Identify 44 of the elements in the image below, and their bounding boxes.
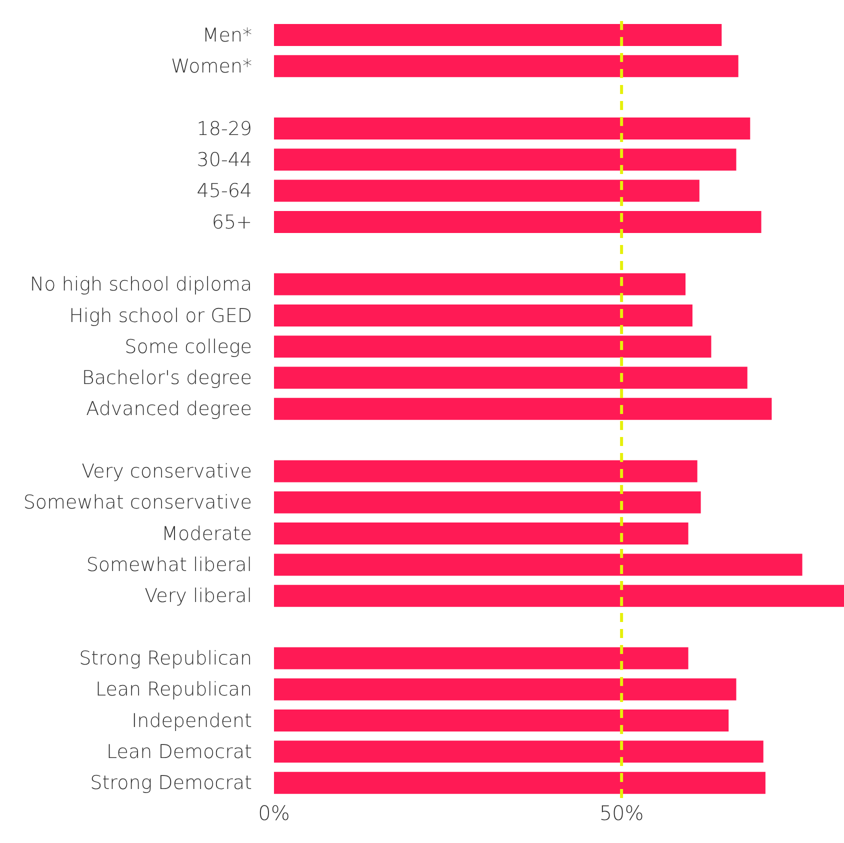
bar <box>274 304 692 326</box>
y-tick-label: Advanced degree <box>86 398 252 420</box>
y-tick-label: Independent <box>132 710 252 732</box>
bar <box>274 491 701 514</box>
y-tick-label: 45-64 <box>196 180 252 202</box>
bar <box>274 366 748 389</box>
bar <box>274 180 700 202</box>
bar <box>274 554 802 576</box>
y-tick-label: High school or GED <box>69 304 252 327</box>
y-tick-label: 18-29 <box>196 118 252 140</box>
bar <box>274 460 698 482</box>
y-tick-label: Very conservative <box>82 460 252 483</box>
bar <box>274 772 766 794</box>
y-tick-label: Men* <box>202 24 252 46</box>
y-tick-label: Very liberal <box>144 585 252 608</box>
bar <box>274 336 712 358</box>
bar <box>274 210 762 233</box>
x-tick-label: 0% <box>258 801 290 826</box>
y-tick-label: Lean Republican <box>95 678 252 701</box>
y-tick-label: Strong Democrat <box>90 772 252 794</box>
bar <box>274 55 738 78</box>
y-tick-label: Women* <box>170 55 252 78</box>
y-tick-label: Lean Democrat <box>106 741 252 764</box>
y-tick-label: 65+ <box>212 211 252 234</box>
bar <box>274 273 686 296</box>
bar <box>274 148 736 171</box>
y-tick-label: 30-44 <box>196 148 252 171</box>
x-tick-label: 50% <box>599 801 644 826</box>
y-tick-label: Strong Republican <box>79 648 252 670</box>
y-tick-label: Somewhat conservative <box>23 492 252 514</box>
y-tick-label: Somewhat liberal <box>86 554 252 576</box>
y-tick-label: Bachelor's degree <box>82 367 252 390</box>
bar <box>274 678 736 700</box>
bar <box>274 647 688 670</box>
y-tick-label: Some college <box>124 336 252 358</box>
bar <box>274 117 750 140</box>
bar <box>274 522 688 545</box>
bar <box>274 584 844 607</box>
bar <box>274 740 764 763</box>
y-tick-label: No high school diploma <box>30 274 252 296</box>
bar <box>274 398 772 420</box>
bar <box>274 24 722 46</box>
bar <box>274 710 729 732</box>
y-tick-label: Moderate <box>162 522 252 545</box>
